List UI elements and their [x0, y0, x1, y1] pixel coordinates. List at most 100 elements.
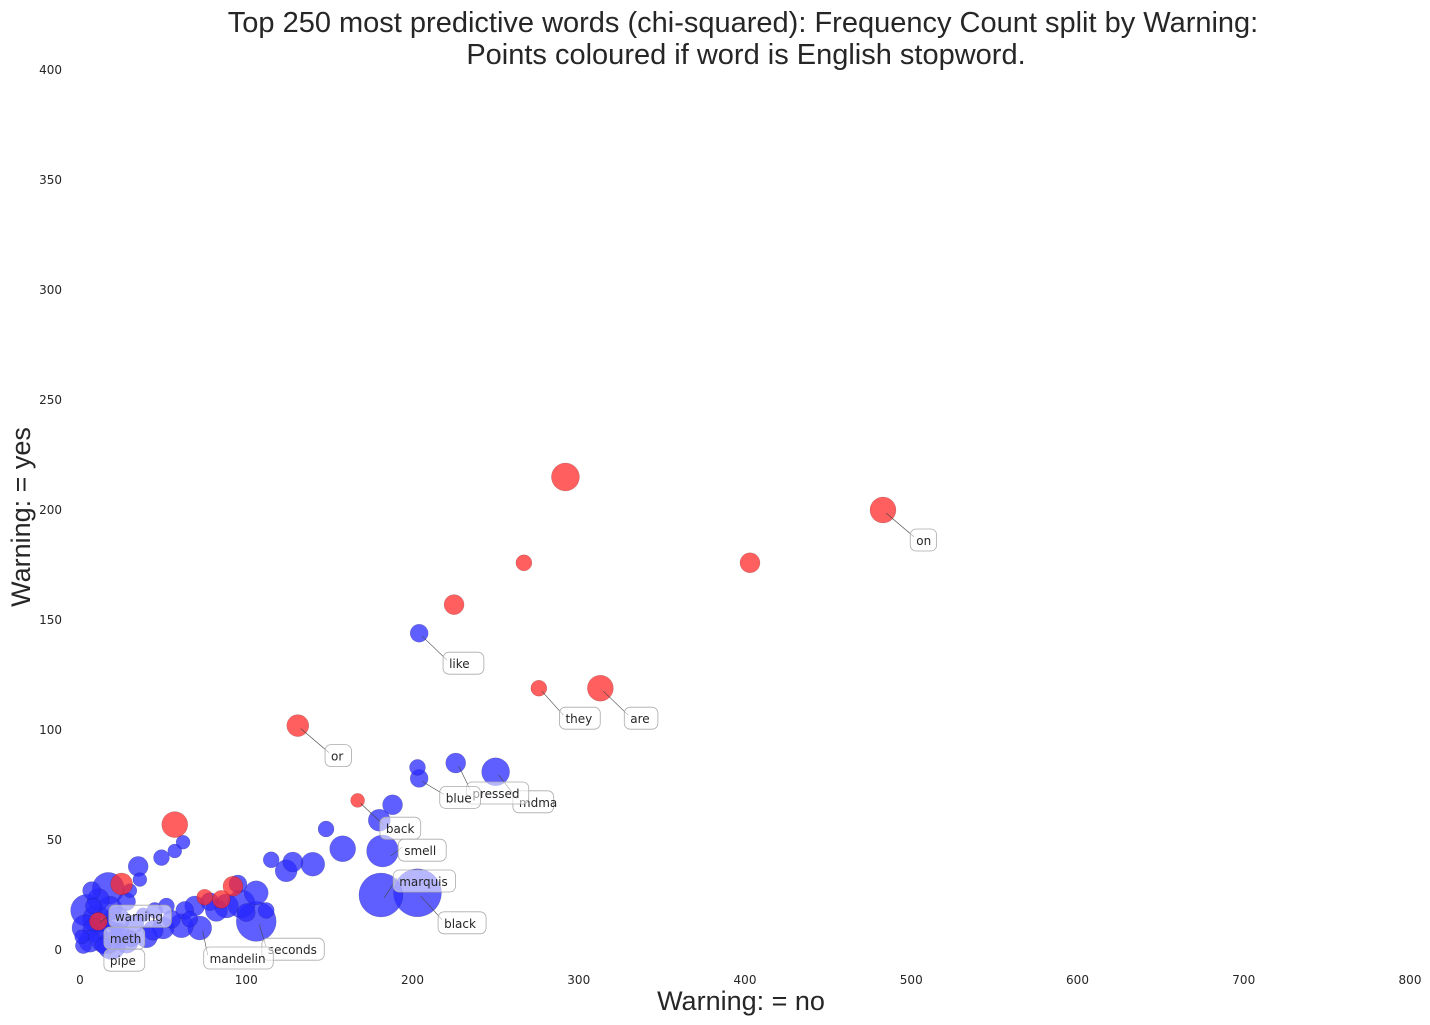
- annotation-box: [397, 838, 447, 862]
- annotation-box: [103, 948, 146, 972]
- annotation-box: [442, 651, 485, 675]
- annotation-label: smell: [404, 844, 436, 858]
- annotation-label: like: [449, 657, 470, 671]
- annotation-box: [623, 706, 659, 730]
- word-point: [358, 872, 404, 918]
- word-point: [82, 881, 101, 900]
- stopword-point: [110, 872, 133, 896]
- annotation-on: on: [885, 512, 938, 552]
- annotation-label: pipe: [110, 954, 136, 968]
- annotation-arrow: [603, 690, 629, 716]
- y-tick-label: 0: [54, 943, 62, 957]
- x-tick-label: 700: [1232, 973, 1255, 987]
- x-tick-label: 100: [235, 973, 258, 987]
- annotation-mandelin: mandelin: [202, 930, 274, 970]
- word-point: [74, 929, 89, 945]
- annotation-box: [379, 816, 422, 840]
- annotation-label: mandelin: [210, 952, 266, 966]
- word-point: [132, 872, 148, 887]
- x-tick-label: 800: [1399, 973, 1422, 987]
- y-tick-label: 400: [39, 63, 62, 77]
- word-point: [257, 902, 275, 919]
- y-tick-label: 100: [39, 723, 62, 737]
- y-tick-label: 250: [39, 393, 62, 407]
- stopword-point: [515, 554, 533, 572]
- y-tick-label: 300: [39, 283, 62, 297]
- word-point: [366, 834, 399, 868]
- annotation-label: on: [916, 534, 931, 548]
- word-point: [262, 851, 280, 869]
- word-point: [445, 752, 466, 774]
- annotation-like: like: [421, 635, 485, 675]
- annotation-pipe: pipe: [103, 948, 146, 972]
- annotation-label: are: [630, 712, 649, 726]
- annotation-box: [439, 786, 481, 809]
- annotation-box: [909, 528, 938, 552]
- x-tick-label: 400: [734, 973, 757, 987]
- annotation-meth: meth: [103, 926, 146, 950]
- annotation-label: blue: [446, 791, 472, 805]
- y-tick-label: 350: [39, 173, 62, 187]
- annotation-arrow: [421, 635, 448, 661]
- y-tick-label: 200: [39, 503, 62, 517]
- annotation-black: black: [420, 895, 487, 935]
- word-point: [153, 849, 170, 866]
- annotation-box: [324, 744, 352, 767]
- stopword-point: [739, 552, 761, 574]
- word-point: [85, 897, 102, 915]
- stopword-point: [212, 890, 231, 909]
- word-point: [300, 851, 325, 877]
- annotation-pressed: pressed: [458, 765, 530, 805]
- annotation-back: back: [360, 803, 422, 840]
- stopword-point: [196, 888, 213, 906]
- annotation-box: [203, 946, 274, 970]
- annotation-label: back: [386, 822, 415, 836]
- annotation-arrow: [300, 728, 330, 753]
- y-axis-ticks: 0 50 100 150 200 250 300 350 400: [39, 63, 62, 957]
- word-point: [167, 843, 183, 859]
- annotation-label: marquis: [399, 875, 448, 889]
- annotation-box: [437, 911, 487, 935]
- annotation-box: [392, 869, 457, 893]
- annotation-label: warning: [115, 910, 163, 924]
- x-axis-label: Warning: = no: [657, 986, 825, 1016]
- chart-subtitle: Points coloured if word is English stopw…: [466, 39, 1025, 71]
- word-point: [409, 759, 426, 776]
- word-point: [317, 820, 335, 838]
- stopword-point: [161, 811, 189, 838]
- annotation-marquis: marquis: [383, 869, 457, 899]
- points-layer: [70, 462, 897, 960]
- annotation-label: pressed: [472, 787, 519, 801]
- y-tick-label: 150: [39, 613, 62, 627]
- stopword-point: [89, 912, 108, 931]
- stopword-point: [222, 875, 244, 897]
- annotation-seconds: seconds: [258, 924, 325, 961]
- word-point: [237, 903, 256, 922]
- stopword-point: [443, 594, 465, 615]
- annotation-label: meth: [110, 932, 141, 946]
- word-point: [243, 880, 269, 906]
- x-tick-label: 500: [900, 973, 923, 987]
- word-point: [175, 834, 191, 850]
- annotation-or: or: [300, 728, 352, 767]
- y-tick-label: 50: [47, 833, 62, 847]
- annotation-are: are: [603, 690, 659, 730]
- x-axis-ticks: 0 100 200 300 400 500 600 700 800: [76, 973, 1421, 987]
- word-point: [282, 851, 304, 873]
- word-point: [181, 910, 198, 928]
- annotation-warning: warning: [99, 904, 172, 928]
- x-tick-label: 600: [1066, 973, 1089, 987]
- annotation-label: black: [444, 917, 476, 931]
- annotation-smell: smell: [390, 838, 447, 862]
- word-point: [329, 835, 356, 863]
- chart-title: Top 250 most predictive words (chi-squar…: [228, 7, 1259, 39]
- stopword-point: [551, 462, 580, 492]
- annotation-box: [559, 706, 601, 730]
- annotation-blue: blue: [421, 781, 481, 809]
- y-axis-label: Warning: = yes: [6, 427, 36, 607]
- x-tick-label: 200: [401, 973, 424, 987]
- stopword-point: [869, 496, 897, 524]
- word-point: [382, 794, 403, 816]
